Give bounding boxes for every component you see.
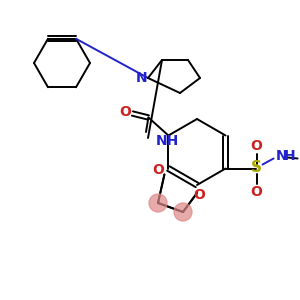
Text: NH: NH [156, 134, 179, 148]
Text: O: O [152, 164, 164, 178]
Text: N: N [136, 71, 148, 85]
Circle shape [174, 203, 192, 221]
Text: N: N [276, 149, 287, 164]
Text: O: O [193, 188, 205, 202]
Text: O: O [250, 139, 262, 152]
Text: H: H [284, 149, 295, 164]
Text: S: S [251, 160, 262, 175]
Text: O: O [119, 106, 131, 119]
Text: O: O [250, 184, 262, 199]
Circle shape [149, 194, 167, 212]
